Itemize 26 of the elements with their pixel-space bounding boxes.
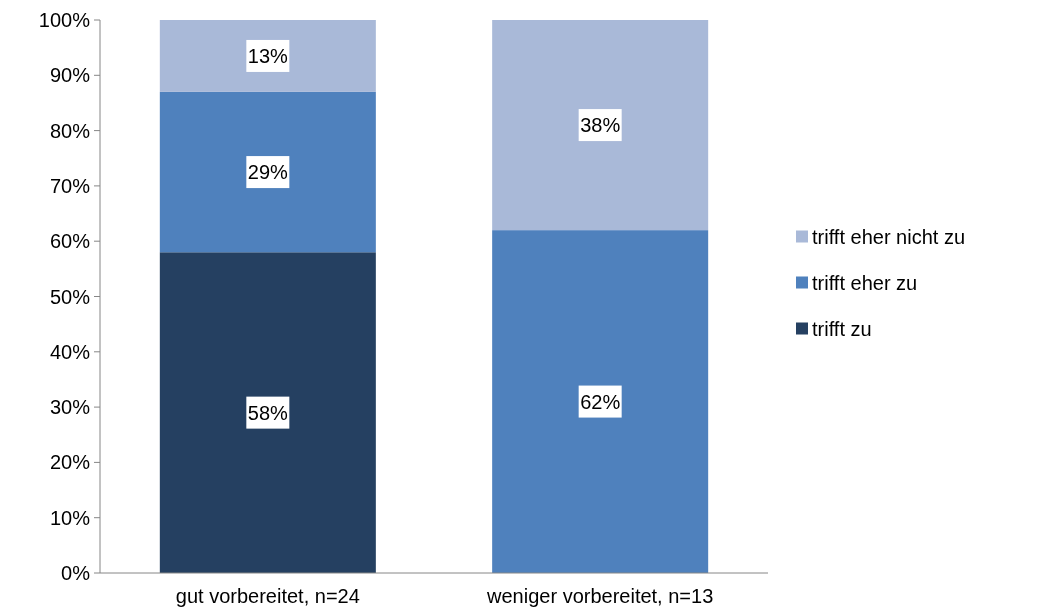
y-tick-label: 40%: [49, 340, 91, 363]
y-tick-label: 30%: [49, 396, 91, 419]
y-tick-label: 50%: [49, 285, 91, 308]
y-tick-label: 80%: [49, 119, 91, 142]
x-tick-label: weniger vorbereitet, n=13: [486, 585, 714, 607]
data-label: 38%: [580, 114, 621, 137]
bar: [492, 20, 709, 231]
y-tick-label: 20%: [49, 451, 91, 474]
legend-label: trifft eher zu: [812, 271, 918, 294]
y-tick-label: 60%: [49, 230, 91, 253]
bar: [492, 230, 709, 573]
y-tick-label: 70%: [49, 174, 91, 197]
y-tick-label: 10%: [49, 506, 91, 529]
legend-label: trifft eher nicht zu: [812, 225, 966, 248]
data-label: 62%: [580, 390, 621, 413]
bar: [159, 91, 376, 253]
bar: [159, 252, 376, 573]
bar: [159, 20, 376, 92]
data-label: 58%: [247, 401, 289, 424]
x-tick-label: gut vorbereitet, n=24: [175, 585, 360, 607]
y-tick-label: 0%: [61, 562, 91, 584]
data-label: 13%: [247, 44, 289, 67]
legend-label: trifft zu: [812, 317, 872, 340]
data-label: 29%: [247, 161, 289, 184]
y-tick-label: 100%: [38, 9, 91, 31]
y-tick-label: 90%: [49, 64, 91, 87]
